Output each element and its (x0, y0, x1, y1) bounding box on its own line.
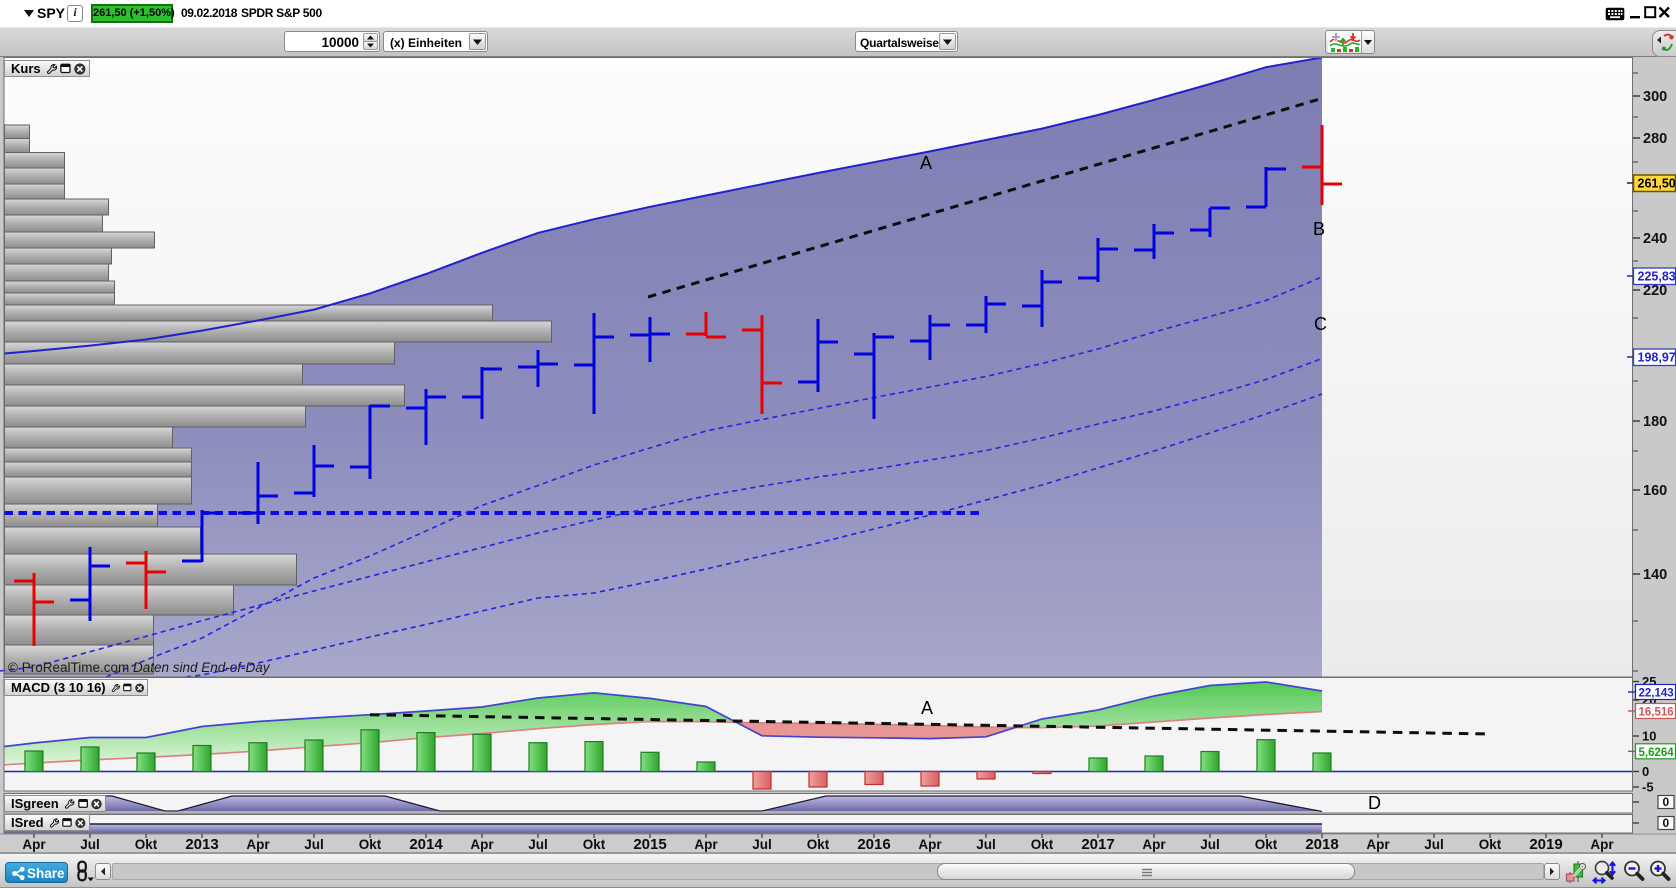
svg-text:2016: 2016 (857, 836, 890, 853)
svg-text:2013: 2013 (185, 836, 218, 853)
svg-text:Okt: Okt (359, 837, 382, 852)
svg-text:10: 10 (1642, 729, 1656, 744)
svg-text:© ProRealTime.com Daten sind E: © ProRealTime.com Daten sind End-of-Day (8, 660, 271, 675)
svg-text:2014: 2014 (409, 836, 443, 853)
svg-text:Apr: Apr (1366, 837, 1390, 852)
svg-text:Okt: Okt (1255, 837, 1278, 852)
svg-text:180: 180 (1643, 414, 1667, 430)
svg-text:0: 0 (1642, 764, 1649, 779)
svg-text:2018: 2018 (1305, 836, 1338, 853)
svg-text:Jul: Jul (1424, 837, 1444, 852)
svg-text:Apr: Apr (1142, 837, 1166, 852)
svg-text:Okt: Okt (807, 837, 830, 852)
svg-text:D: D (1368, 793, 1381, 813)
svg-text:Jul: Jul (752, 837, 772, 852)
svg-text:160: 160 (1643, 483, 1667, 499)
svg-text:A: A (921, 698, 933, 718)
svg-text:Okt: Okt (583, 837, 606, 852)
svg-text:Jul: Jul (976, 837, 996, 852)
svg-text:0: 0 (1663, 816, 1670, 830)
svg-text:-5: -5 (1642, 780, 1654, 794)
svg-text:Apr: Apr (246, 837, 270, 852)
svg-text:280: 280 (1643, 131, 1667, 147)
svg-text:0: 0 (1663, 795, 1670, 809)
svg-text:Jul: Jul (304, 837, 324, 852)
svg-text:Okt: Okt (135, 837, 158, 852)
svg-text:240: 240 (1643, 231, 1667, 247)
svg-text:22,143: 22,143 (1639, 688, 1674, 700)
svg-text:Okt: Okt (1479, 837, 1502, 852)
svg-text:Jul: Jul (528, 837, 548, 852)
svg-text:2019: 2019 (1529, 836, 1562, 853)
svg-text:198,97: 198,97 (1638, 351, 1676, 365)
svg-text:300: 300 (1643, 89, 1667, 105)
svg-text:Apr: Apr (22, 837, 46, 852)
svg-text:16,516: 16,516 (1639, 707, 1674, 719)
svg-text:140: 140 (1643, 567, 1667, 583)
svg-text:Jul: Jul (1200, 837, 1220, 852)
svg-text:Apr: Apr (918, 837, 942, 852)
svg-text:Apr: Apr (470, 837, 494, 852)
svg-text:C: C (1314, 314, 1327, 334)
svg-text:5,6264: 5,6264 (1639, 747, 1675, 759)
svg-text:220: 220 (1643, 283, 1667, 299)
svg-text:A: A (920, 153, 932, 173)
svg-text:Apr: Apr (1590, 837, 1614, 852)
svg-text:Okt: Okt (1031, 837, 1054, 852)
svg-text:Apr: Apr (694, 837, 718, 852)
svg-text:Jul: Jul (80, 837, 100, 852)
svg-text:2017: 2017 (1081, 836, 1114, 853)
svg-text:B: B (1313, 219, 1325, 239)
svg-text:225,83: 225,83 (1638, 270, 1676, 284)
svg-text:2015: 2015 (633, 836, 666, 853)
svg-text:261,50: 261,50 (1638, 177, 1676, 191)
